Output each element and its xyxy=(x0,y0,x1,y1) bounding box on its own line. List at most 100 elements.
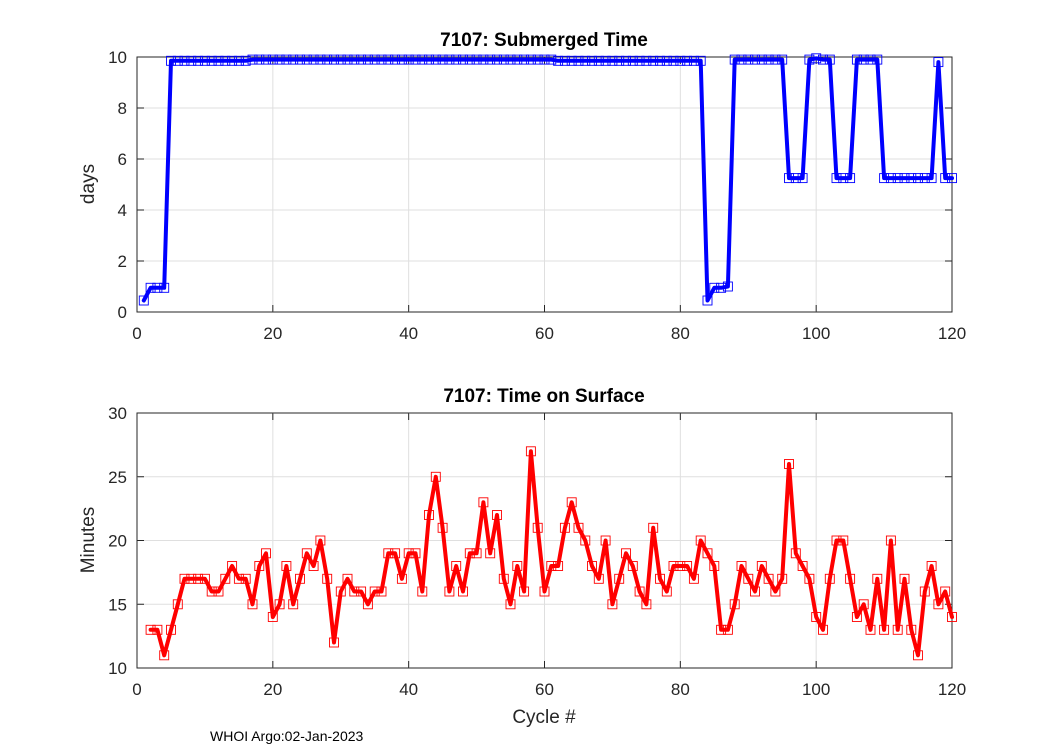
submerged-time-panel: 0 20 40 60 80 100 120 0 2 4 6 8 10 7107: Submerged T… xyxy=(78,30,966,343)
data-point-submerged xyxy=(390,54,401,65)
data-point-submerged xyxy=(281,54,292,65)
data-point-surface xyxy=(478,497,489,508)
data-point-surface xyxy=(172,599,183,610)
y-tick-label-submerged: 8 xyxy=(118,99,127,118)
data-point-surface xyxy=(858,599,869,610)
data-point-submerged xyxy=(634,55,645,66)
data-point-surface xyxy=(933,599,944,610)
data-point-submerged xyxy=(892,173,903,184)
data-point-surface xyxy=(227,561,238,571)
data-point-surface xyxy=(655,573,665,584)
x-tick-label-surface: 60 xyxy=(535,680,554,699)
data-point-submerged xyxy=(383,54,394,65)
data-point-surface xyxy=(424,510,434,520)
data-point-submerged xyxy=(220,55,231,66)
data-point-surface xyxy=(716,624,727,635)
data-point-submerged xyxy=(811,53,822,64)
data-point-surface xyxy=(926,561,937,571)
data-point-submerged xyxy=(906,173,917,184)
data-point-submerged xyxy=(675,55,686,66)
data-point-submerged xyxy=(777,54,788,65)
data-point-submerged xyxy=(818,54,828,65)
data-point-submerged xyxy=(885,173,896,184)
data-point-surface xyxy=(145,624,156,635)
data-point-submerged xyxy=(356,54,367,65)
data-point-submerged xyxy=(159,282,170,293)
data-point-surface xyxy=(430,471,441,482)
data-point-submerged xyxy=(464,54,475,65)
data-point-surface xyxy=(464,548,475,559)
x-tick-label-surface: 80 xyxy=(671,680,690,699)
data-point-surface xyxy=(179,573,190,584)
data-point-surface xyxy=(838,535,849,546)
data-point-submerged xyxy=(193,55,204,66)
data-point-submerged xyxy=(539,54,550,65)
data-point-surface xyxy=(736,561,747,571)
data-point-surface xyxy=(804,573,815,584)
data-point-submerged xyxy=(797,173,808,184)
data-point-surface xyxy=(709,561,720,571)
data-point-surface xyxy=(661,586,672,597)
data-point-surface xyxy=(349,586,360,597)
data-point-surface xyxy=(913,650,923,661)
series-line-submerged xyxy=(141,56,954,303)
data-point-surface xyxy=(865,624,876,635)
data-point-submerged xyxy=(308,54,319,65)
data-point-submerged xyxy=(668,55,679,66)
data-point-submerged xyxy=(899,173,910,184)
data-point-submerged xyxy=(913,173,923,184)
data-point-submerged xyxy=(172,55,183,66)
data-point-surface xyxy=(593,573,604,584)
y-tick-label-submerged: 4 xyxy=(118,201,127,220)
data-point-surface xyxy=(641,599,652,610)
data-point-surface xyxy=(267,612,278,622)
data-point-submerged xyxy=(444,54,455,65)
data-point-surface xyxy=(152,624,163,635)
data-point-submerged xyxy=(831,173,842,184)
data-point-surface xyxy=(546,561,557,571)
data-point-surface xyxy=(451,561,462,571)
data-point-surface xyxy=(790,548,801,559)
data-point-submerged xyxy=(593,55,604,66)
y-axis-label-surface: Minutes xyxy=(78,507,99,574)
data-point-submerged xyxy=(261,54,271,65)
data-point-surface xyxy=(743,573,754,584)
data-point-surface xyxy=(634,586,645,597)
data-point-submerged xyxy=(573,55,584,66)
data-point-submerged xyxy=(919,173,930,184)
data-point-surface xyxy=(458,586,468,597)
y-tick-label-surface: 30 xyxy=(108,404,127,423)
chart-title-submerged: 7107: Submerged Time xyxy=(440,30,648,51)
data-point-surface xyxy=(600,535,611,546)
data-point-submerged xyxy=(532,54,543,65)
data-point-surface xyxy=(390,548,401,559)
chart-title-surface: 7107: Time on Surface xyxy=(443,386,644,407)
data-point-surface xyxy=(166,624,176,635)
data-point-surface xyxy=(777,573,788,584)
y-tick-label-submerged: 2 xyxy=(118,252,127,271)
data-point-surface xyxy=(675,561,686,571)
data-point-submerged xyxy=(553,55,564,66)
data-point-submerged xyxy=(566,55,577,66)
data-point-submerged xyxy=(417,54,428,65)
data-point-surface xyxy=(614,573,625,584)
data-point-surface xyxy=(288,599,299,610)
data-point-surface xyxy=(892,624,903,635)
data-point-submerged xyxy=(648,55,659,66)
data-point-surface xyxy=(729,599,740,610)
data-point-surface xyxy=(906,624,917,635)
data-point-submerged xyxy=(376,54,387,65)
data-point-submerged xyxy=(424,54,434,65)
data-point-surface xyxy=(770,586,781,597)
x-tick-label-submerged: 100 xyxy=(802,324,830,343)
data-point-surface xyxy=(702,548,713,559)
data-point-surface xyxy=(315,535,326,546)
data-point-submerged xyxy=(926,173,937,184)
data-point-submerged xyxy=(580,55,591,66)
data-point-surface xyxy=(627,561,638,571)
data-point-surface xyxy=(383,548,394,559)
data-point-surface xyxy=(295,573,305,584)
x-tick-label-surface: 0 xyxy=(132,680,141,699)
data-point-surface xyxy=(206,586,217,597)
data-point-surface xyxy=(512,561,523,571)
